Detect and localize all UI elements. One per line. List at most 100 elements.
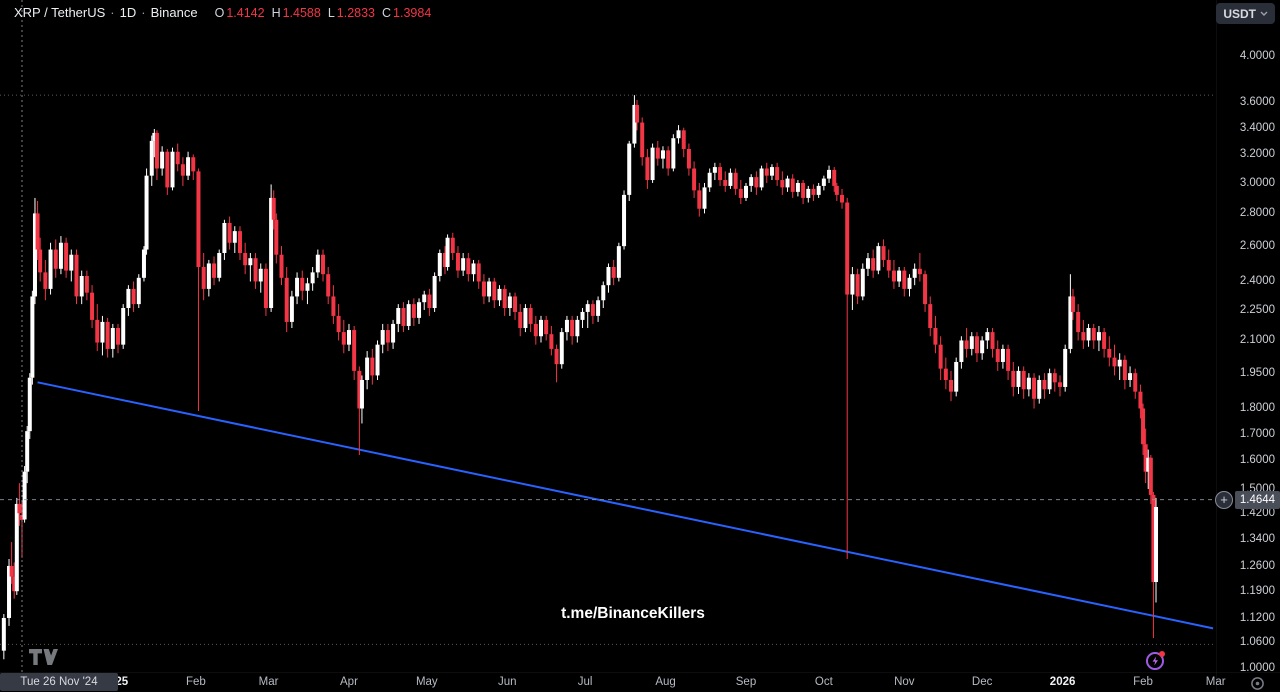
candle-body <box>1112 357 1117 367</box>
candle-body <box>718 167 723 181</box>
candle-body <box>780 180 785 188</box>
candle-body <box>645 157 650 181</box>
candle-body <box>84 275 89 293</box>
candle-body <box>707 172 712 188</box>
candle-body <box>375 344 380 376</box>
candle-body <box>601 285 606 301</box>
candle-body <box>585 304 590 312</box>
candle-body <box>380 330 385 345</box>
candle-body <box>723 180 728 186</box>
candle-body <box>1016 370 1021 387</box>
candle-body <box>744 185 749 198</box>
candle-body <box>74 254 79 297</box>
candle-body <box>611 267 616 278</box>
candle-body <box>1058 382 1062 387</box>
candle-body <box>821 178 826 186</box>
candle-body <box>1021 370 1026 390</box>
candle-body <box>702 187 707 209</box>
add-alert-plus-icon[interactable]: + <box>1215 490 1233 509</box>
candle-body <box>1138 391 1143 409</box>
interval-label[interactable]: 1D <box>119 5 137 20</box>
candle-body <box>126 288 131 309</box>
candle-body <box>487 281 492 297</box>
candle-body <box>1102 332 1107 349</box>
candle-body <box>445 237 450 268</box>
candle-body <box>401 308 406 326</box>
price-tick-label: 1.9500 <box>1239 367 1275 380</box>
candle-body <box>12 576 17 592</box>
candle-body <box>30 296 35 378</box>
candle-body <box>834 185 839 195</box>
spark-promo-icon[interactable] <box>1144 649 1168 673</box>
candle-body <box>507 296 512 309</box>
candle-body <box>253 258 258 282</box>
candle-body <box>845 202 850 295</box>
candle-body <box>1141 408 1146 445</box>
currency-label: USDT <box>1223 6 1256 21</box>
time-axis[interactable]: 2025FebMarAprMayJunJulAugSepOctNovDec202… <box>0 672 1280 692</box>
candle-body <box>949 379 954 392</box>
candle-body <box>450 237 455 253</box>
candle-body <box>227 222 232 243</box>
candle-body <box>160 151 165 169</box>
candle-body <box>110 327 115 349</box>
descending-trendline[interactable] <box>37 381 1214 630</box>
candle-body <box>865 258 870 269</box>
candle-body <box>995 348 1000 362</box>
channel-watermark: t.me/BinanceKillers <box>561 605 705 622</box>
candle-body <box>1128 373 1133 380</box>
candle-body <box>635 104 640 123</box>
candle-body <box>827 169 832 179</box>
price-tick-label: 2.2500 <box>1239 303 1275 316</box>
candle-body <box>300 277 305 291</box>
candle-body <box>539 319 543 337</box>
candle-body <box>775 167 780 181</box>
candle-body <box>497 288 502 301</box>
candle-body <box>90 292 95 320</box>
candle-body <box>105 321 110 349</box>
candle-body <box>279 254 284 278</box>
candle-body <box>923 274 928 305</box>
crosshair-date-badge: Tue 26 Nov '24 <box>0 673 118 691</box>
candle-body <box>1133 373 1138 392</box>
candle-body <box>284 277 289 322</box>
candle-body <box>9 565 14 577</box>
symbol-name[interactable]: XRP / TetherUS <box>14 5 106 20</box>
candle-body <box>1047 373 1052 390</box>
candles-series <box>1 95 1159 660</box>
price-tick-label: 3.2000 <box>1239 148 1275 161</box>
price-tick-label: 1.4200 <box>1239 507 1275 520</box>
currency-toggle-button[interactable]: USDT <box>1216 3 1275 24</box>
candle-body <box>175 151 180 165</box>
candle-body <box>1011 370 1016 387</box>
price-tick-label: 1.8000 <box>1239 402 1275 415</box>
price-axis[interactable]: 4.0000 3.6000 3.4000 3.2000 3.0000 2.8000 2.60… <box>1216 0 1280 691</box>
candle-body <box>1081 332 1086 341</box>
time-tick-label: May <box>415 676 438 688</box>
candle-body <box>32 213 37 297</box>
candle-body <box>650 147 655 181</box>
candle-body <box>411 304 416 318</box>
candle-body <box>352 330 357 371</box>
candle-body <box>943 368 948 380</box>
time-tick-label: Jun <box>497 676 517 688</box>
tradingview-logo[interactable] <box>28 647 58 667</box>
price-tick-label: 1.6000 <box>1239 454 1275 467</box>
candle-body <box>928 304 933 328</box>
high-label: H <box>271 5 281 20</box>
high-value: 1.4588 <box>282 5 321 20</box>
price-tick-label: 1.7000 <box>1239 427 1275 440</box>
price-tick-label: 2.1000 <box>1239 334 1275 347</box>
candle-body <box>733 172 738 189</box>
candle-body <box>523 308 528 328</box>
price-tick-label: 1.1200 <box>1239 611 1275 624</box>
candle-body <box>243 252 248 266</box>
price-tick-label: 1.2600 <box>1239 559 1275 572</box>
timezone-settings-icon[interactable] <box>1250 676 1265 691</box>
candle-body <box>432 275 437 309</box>
price-tick-label: 3.0000 <box>1239 176 1275 189</box>
candle-body <box>1052 373 1057 383</box>
candle-body <box>959 340 964 362</box>
